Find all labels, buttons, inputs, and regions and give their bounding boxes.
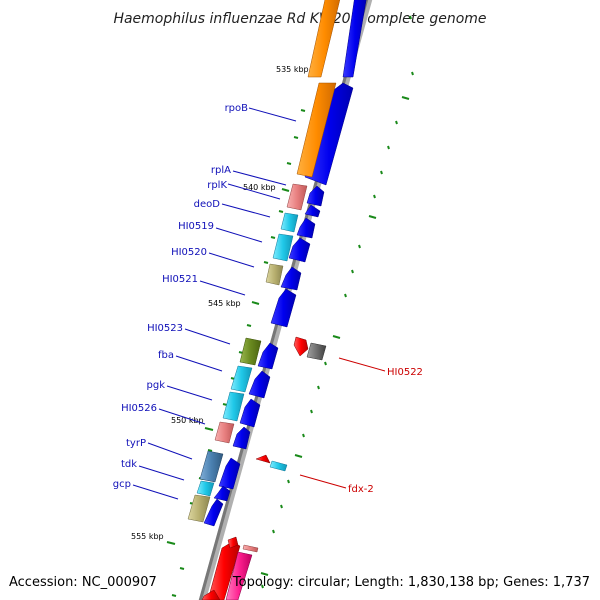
- right-leaders: [299, 357, 386, 489]
- right-gene-labels: HI0522 fdx-2: [348, 367, 423, 495]
- gene-label-fdx-2[interactable]: fdx-2: [348, 484, 374, 495]
- gene-box-cyan[interactable]: [269, 460, 288, 472]
- gene-box-orange[interactable]: [296, 82, 337, 178]
- kbp-label: 535 kbp: [276, 65, 309, 74]
- gene-label-hi0523[interactable]: HI0523: [147, 323, 183, 334]
- gene-label-hi0519[interactable]: HI0519: [178, 221, 214, 232]
- kbp-label: 550 kbp: [171, 416, 204, 425]
- gene-box-cyan[interactable]: [222, 391, 245, 422]
- accession-label: Accession: NC_000907: [9, 575, 157, 590]
- gene-arrow-red[interactable]: [255, 454, 271, 464]
- gene-box-olive[interactable]: [187, 494, 211, 523]
- gene-box-cyan[interactable]: [280, 212, 299, 233]
- left-gene-labels: rpoB rplA rplK deoD HI0519 HI0520 HI0521…: [113, 103, 248, 490]
- genome-summary: Topology: circular; Length: 1,830,138 bp…: [232, 575, 590, 590]
- gene-label-rplk[interactable]: rplK: [207, 180, 227, 191]
- gene-arrow[interactable]: [239, 398, 261, 428]
- gene-arrow-pink[interactable]: [242, 544, 259, 553]
- gene-label-rpla[interactable]: rplA: [211, 165, 231, 176]
- forward-strand-features: [203, 0, 367, 527]
- gene-box-olive[interactable]: [265, 263, 284, 286]
- gene-label-pgk[interactable]: pgk: [147, 380, 166, 391]
- map-title: Haemophilus influenzae Rd KW20, complete…: [113, 11, 486, 27]
- gene-arrow[interactable]: [280, 266, 302, 291]
- gene-box-cyan[interactable]: [230, 365, 253, 393]
- gene-label-tdk[interactable]: tdk: [121, 459, 137, 470]
- gene-box-green[interactable]: [239, 337, 262, 366]
- gene-box-cyan[interactable]: [272, 233, 294, 262]
- reverse-strand-features: [255, 336, 327, 472]
- kbp-label: 540 kbp: [243, 183, 276, 192]
- gene-label-rpob[interactable]: rpoB: [225, 103, 249, 114]
- gene-arrow[interactable]: [203, 498, 224, 527]
- gene-arrow-red[interactable]: [227, 536, 239, 549]
- colored-features: [187, 0, 341, 600]
- gene-box-magenta[interactable]: [225, 551, 253, 600]
- gene-label-deod[interactable]: deoD: [194, 199, 221, 210]
- gene-arrow[interactable]: [342, 0, 367, 78]
- gene-box-steel[interactable]: [199, 450, 224, 483]
- gene-arrow[interactable]: [306, 185, 325, 207]
- gene-box-red[interactable]: [201, 589, 221, 600]
- gene-arrow-red[interactable]: [293, 336, 309, 357]
- gene-box-orange[interactable]: [307, 0, 341, 78]
- gene-arrow[interactable]: [296, 217, 316, 239]
- gene-arrow[interactable]: [248, 370, 271, 399]
- gene-arrow[interactable]: [270, 288, 297, 328]
- gene-label-hi0521[interactable]: HI0521: [162, 274, 198, 285]
- gene-arrow[interactable]: [218, 457, 241, 490]
- gene-label-hi0526[interactable]: HI0526: [121, 403, 157, 414]
- gene-box-pink[interactable]: [286, 183, 308, 211]
- kbp-label: 555 kbp: [131, 532, 164, 541]
- left-leaders: [132, 107, 297, 500]
- kbp-label: 545 kbp: [208, 299, 241, 308]
- gene-label-hi0520[interactable]: HI0520: [171, 247, 207, 258]
- gene-arrow[interactable]: [232, 426, 251, 450]
- gene-label-gcp[interactable]: gcp: [113, 479, 131, 490]
- outer-ticks: [260, 15, 414, 589]
- gene-arrow[interactable]: [257, 342, 279, 370]
- gene-label-fba[interactable]: fba: [158, 350, 174, 361]
- gene-arrow[interactable]: [213, 485, 231, 502]
- gene-arrow[interactable]: [304, 204, 321, 218]
- kbp-labels: 535 kbp 540 kbp 545 kbp 550 kbp 555 kbp: [131, 65, 309, 541]
- gene-label-tyrp[interactable]: tyrP: [126, 438, 146, 449]
- gene-label-hi0522[interactable]: HI0522: [387, 367, 423, 378]
- gene-box-cyan[interactable]: [196, 480, 215, 497]
- gene-box-gray[interactable]: [306, 342, 327, 361]
- gene-arrow[interactable]: [288, 237, 311, 263]
- gene-box-pink[interactable]: [214, 421, 235, 444]
